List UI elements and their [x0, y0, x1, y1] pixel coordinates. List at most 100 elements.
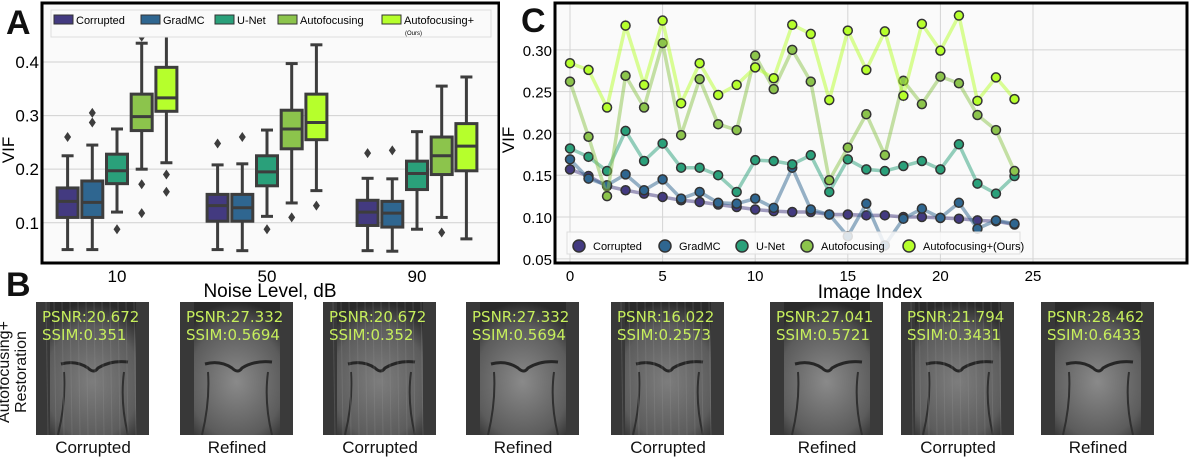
data-point [972, 95, 983, 107]
box-autofocusing [279, 62, 304, 223]
data-point [972, 178, 983, 189]
data-point [990, 72, 1002, 83]
data-point [805, 149, 817, 161]
data-point [898, 90, 909, 102]
ssim-value: SSIM:0.3431 [907, 326, 1001, 344]
image-caption: Corrupted [342, 438, 418, 457]
data-point [731, 186, 742, 198]
y-tick-label: 0.1 [15, 214, 39, 233]
outlier-point [113, 224, 121, 235]
mri-image: PSNR:27.332 SSIM:0.5694 [180, 302, 293, 435]
data-point [842, 154, 854, 165]
outlier-point [238, 132, 246, 143]
box-corrupted [55, 132, 80, 252]
box [105, 152, 129, 186]
data-point [935, 45, 946, 56]
data-point [879, 165, 891, 177]
mri-image: PSNR:20.672 SSIM:0.351 [36, 302, 149, 435]
legend-box [50, 9, 492, 38]
legend-note: (Ours) [405, 31, 422, 37]
data-point [675, 98, 687, 109]
ssim-value: SSIM:0.2573 [617, 326, 711, 344]
data-point [805, 28, 817, 40]
data-point [620, 20, 631, 31]
data-point [935, 212, 946, 224]
data-point [694, 196, 705, 208]
data-point [583, 64, 594, 76]
x-tick-label: 0 [566, 268, 574, 285]
y-tick-label: 0.30 [523, 43, 552, 60]
data-point [916, 203, 928, 214]
data-point [620, 169, 631, 180]
outlier-point [138, 179, 146, 190]
psnr-value: PSNR:27.332 [186, 308, 284, 326]
legend-label: Autofocusing [821, 241, 885, 253]
image-caption: Refined [1068, 438, 1128, 457]
box-u-net [405, 130, 429, 231]
box [154, 65, 179, 113]
legend-label: Autofocusing+(Ours) [923, 241, 1024, 253]
data-point [1009, 165, 1020, 177]
data-point [768, 83, 779, 95]
data-point [731, 198, 742, 209]
data-point [786, 159, 798, 170]
box-autofocusing [429, 84, 454, 238]
y-axis-label: VIF [500, 127, 518, 153]
panel-letter-c: C [521, 2, 546, 40]
data-point [694, 73, 705, 85]
data-point [842, 142, 854, 153]
data-point [564, 164, 576, 175]
mri-image: PSNR:20.672 SSIM:0.352 [323, 302, 436, 435]
box-u-net [255, 128, 279, 235]
data-point [694, 186, 705, 198]
data-point [620, 70, 631, 81]
outlier-point [64, 132, 72, 143]
data-point [824, 209, 835, 220]
data-point [805, 76, 817, 87]
row-label-line-1: Autofocusing+ [0, 321, 13, 423]
legend-label: Autofocusing [300, 15, 364, 27]
metrics-overlay: PSNR:21.794 SSIM:0.3431 [907, 308, 1004, 344]
legend-marker [658, 239, 672, 253]
x-tick-label: 50 [258, 267, 277, 286]
x-tick-label: 25 [1025, 268, 1042, 285]
y-tick-label: 0.15 [523, 168, 552, 185]
legend-label: GradMC [679, 241, 721, 253]
data-point [768, 155, 779, 167]
knee-mri-picture [36, 302, 149, 435]
data-point [898, 213, 909, 224]
data-point [861, 108, 872, 120]
box [80, 179, 105, 219]
data-point [861, 164, 872, 175]
box [304, 92, 329, 142]
data-point [749, 204, 761, 215]
data-point [786, 44, 798, 56]
series-autofocusing-ours- [564, 10, 1020, 113]
outlier-point [138, 208, 146, 219]
data-point [861, 198, 872, 209]
data-point [712, 89, 724, 101]
knee-mri-picture [1041, 302, 1154, 435]
data-point [879, 210, 891, 221]
knee-mri-picture [323, 302, 436, 435]
data-point [824, 186, 835, 198]
box-autofocusing- [154, 12, 179, 197]
data-point [601, 190, 613, 202]
psnr-value: PSNR:20.672 [42, 308, 140, 326]
data-point [861, 64, 872, 76]
image-caption: Refined [207, 438, 267, 457]
plot-frame [553, 1, 1189, 265]
data-point [990, 215, 1002, 226]
legend-label: U-Net [756, 241, 785, 253]
image-caption: Corrupted [920, 438, 996, 457]
series-autofocusing [564, 37, 1020, 202]
data-point [749, 62, 761, 73]
box [129, 92, 154, 133]
ssim-value: SSIM:0.5694 [472, 326, 566, 344]
y-tick-label: 0.10 [523, 210, 552, 227]
data-point [712, 169, 724, 181]
data-point [694, 162, 705, 173]
box [205, 192, 230, 223]
outlier-point [214, 138, 222, 149]
metrics-overlay: PSNR:20.672 SSIM:0.351 [42, 308, 139, 344]
